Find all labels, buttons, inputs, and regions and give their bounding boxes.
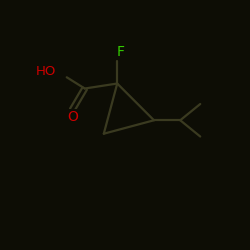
Text: O: O: [67, 110, 78, 124]
Text: HO: HO: [36, 64, 56, 78]
Text: F: F: [117, 45, 125, 59]
